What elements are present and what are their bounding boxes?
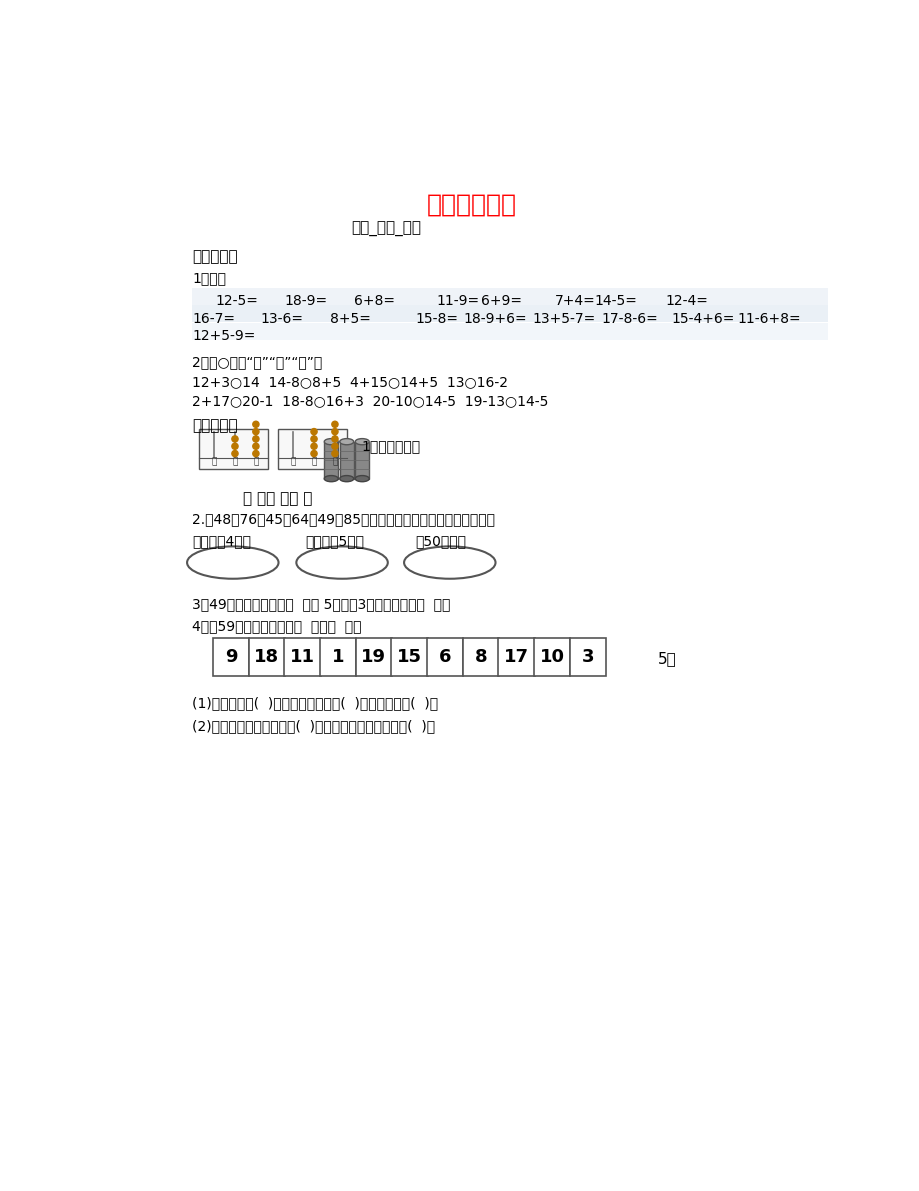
- Text: 比50大的数: 比50大的数: [415, 534, 466, 548]
- Ellipse shape: [355, 475, 369, 481]
- Ellipse shape: [323, 438, 338, 444]
- FancyBboxPatch shape: [199, 430, 268, 469]
- Ellipse shape: [339, 475, 353, 481]
- FancyBboxPatch shape: [462, 638, 498, 676]
- Circle shape: [332, 443, 337, 449]
- Text: 12-5=: 12-5=: [216, 294, 258, 307]
- Text: (2)从左边数，第五个数是(  )；从右边数，第五个数是(  )。: (2)从左边数，第五个数是( )；从右边数，第五个数是( )。: [192, 719, 436, 732]
- Circle shape: [311, 443, 317, 449]
- Text: 十: 十: [311, 457, 316, 466]
- Text: 9: 9: [225, 648, 237, 666]
- Circle shape: [332, 422, 337, 428]
- Text: 7+4=: 7+4=: [554, 294, 596, 307]
- Text: 12-4=: 12-4=: [664, 294, 708, 307]
- Text: 15: 15: [397, 648, 422, 666]
- Circle shape: [232, 436, 238, 442]
- Text: 一、算一算: 一、算一算: [192, 249, 238, 264]
- Text: 1: 1: [332, 648, 344, 666]
- Circle shape: [332, 450, 337, 456]
- Bar: [192, 288, 827, 305]
- Text: 17: 17: [504, 648, 528, 666]
- Bar: [192, 323, 827, 341]
- Circle shape: [253, 443, 259, 449]
- Ellipse shape: [323, 475, 338, 481]
- Circle shape: [332, 429, 337, 435]
- Text: 1．看图写数。: 1．看图写数。: [361, 439, 420, 454]
- Text: 期中检测试题: 期中检测试题: [426, 193, 516, 217]
- Text: （ ）（ ）（ ）: （ ）（ ）（ ）: [243, 491, 312, 506]
- Circle shape: [232, 450, 238, 456]
- Text: 百: 百: [211, 457, 217, 466]
- Text: 18-9+6=: 18-9+6=: [463, 312, 527, 325]
- Text: 15-4+6=: 15-4+6=: [671, 312, 734, 325]
- FancyBboxPatch shape: [356, 638, 391, 676]
- Text: 12+3○14  14-8○8+5  4+15○14+5  13○16-2: 12+3○14 14-8○8+5 4+15○14+5 13○16-2: [192, 375, 508, 389]
- Text: 12+5-9=: 12+5-9=: [192, 329, 255, 343]
- Ellipse shape: [403, 547, 495, 579]
- Text: 个: 个: [253, 457, 258, 466]
- Text: 3: 3: [581, 648, 594, 666]
- Bar: [355, 442, 369, 479]
- Text: 2、在○填上“＝”“＜”“＞”。: 2、在○填上“＝”“＜”“＞”。: [192, 355, 323, 369]
- Text: 1、口算: 1、口算: [192, 270, 226, 285]
- Text: 13+5-7=: 13+5-7=: [531, 312, 595, 325]
- Text: 二、填一填: 二、填一填: [192, 418, 238, 434]
- FancyBboxPatch shape: [284, 638, 321, 676]
- Text: 14-5=: 14-5=: [594, 294, 636, 307]
- Text: 8: 8: [474, 648, 486, 666]
- Circle shape: [332, 436, 337, 442]
- FancyBboxPatch shape: [278, 430, 347, 469]
- Text: 5、: 5、: [657, 651, 675, 666]
- Text: 十位上是4的数: 十位上是4的数: [192, 534, 251, 548]
- Text: 百: 百: [290, 457, 296, 466]
- Text: 18-9=: 18-9=: [284, 294, 327, 307]
- Circle shape: [253, 429, 259, 435]
- Ellipse shape: [355, 438, 369, 444]
- FancyBboxPatch shape: [498, 638, 534, 676]
- Text: 18: 18: [254, 648, 279, 666]
- FancyBboxPatch shape: [213, 638, 249, 676]
- Circle shape: [253, 422, 259, 428]
- Text: 班级_姓名_得分: 班级_姓名_得分: [351, 223, 421, 237]
- FancyBboxPatch shape: [533, 638, 570, 676]
- Text: 3、49前面的一个数是（  ）。 5个一和3个十合起来是（  ）。: 3、49前面的一个数是（ ）。 5个一和3个十合起来是（ ）。: [192, 597, 450, 611]
- Circle shape: [311, 450, 317, 456]
- FancyBboxPatch shape: [320, 638, 356, 676]
- Circle shape: [253, 436, 259, 442]
- Bar: [323, 442, 338, 479]
- Text: 11: 11: [289, 648, 314, 666]
- Text: 2.在48、76、45、64、49、85迖六个数中，选择合适的填在圈里。: 2.在48、76、45、64、49、85迖六个数中，选择合适的填在圈里。: [192, 512, 495, 526]
- Circle shape: [232, 443, 238, 449]
- FancyBboxPatch shape: [426, 638, 463, 676]
- Text: 十: 十: [232, 457, 237, 466]
- Text: 16-7=: 16-7=: [192, 312, 235, 325]
- Text: 2+17○20-1  18-8○16+3  20-10○14-5  19-13○14-5: 2+17○20-1 18-8○16+3 20-10○14-5 19-13○14-…: [192, 394, 549, 409]
- Text: 17-8-6=: 17-8-6=: [601, 312, 658, 325]
- Ellipse shape: [187, 547, 278, 579]
- Text: 11-9=: 11-9=: [437, 294, 479, 307]
- Ellipse shape: [296, 547, 388, 579]
- Bar: [192, 305, 827, 323]
- Bar: [339, 442, 353, 479]
- Circle shape: [253, 450, 259, 456]
- FancyBboxPatch shape: [569, 638, 606, 676]
- Text: 6+8=: 6+8=: [353, 294, 394, 307]
- Text: 6+9=: 6+9=: [481, 294, 521, 307]
- Text: (1)这里一共有(  )个数，最大的数是(  )，最小的数是(  )。: (1)这里一共有( )个数，最大的数是( )，最小的数是( )。: [192, 696, 438, 710]
- Text: 19: 19: [361, 648, 386, 666]
- Text: 15-8=: 15-8=: [415, 312, 459, 325]
- Circle shape: [311, 436, 317, 442]
- Text: 个: 个: [332, 457, 337, 466]
- Text: 个位上是5的数: 个位上是5的数: [304, 534, 364, 548]
- Ellipse shape: [339, 438, 353, 444]
- Text: 4、和59相邻的两个数是（  ）和（  ）。: 4、和59相邻的两个数是（ ）和（ ）。: [192, 619, 361, 632]
- Text: 6: 6: [438, 648, 451, 666]
- Text: 11-6+8=: 11-6+8=: [736, 312, 800, 325]
- Circle shape: [311, 429, 317, 435]
- FancyBboxPatch shape: [248, 638, 285, 676]
- FancyBboxPatch shape: [391, 638, 427, 676]
- Text: 10: 10: [539, 648, 564, 666]
- Text: 13-6=: 13-6=: [260, 312, 303, 325]
- Text: 8+5=: 8+5=: [330, 312, 371, 325]
